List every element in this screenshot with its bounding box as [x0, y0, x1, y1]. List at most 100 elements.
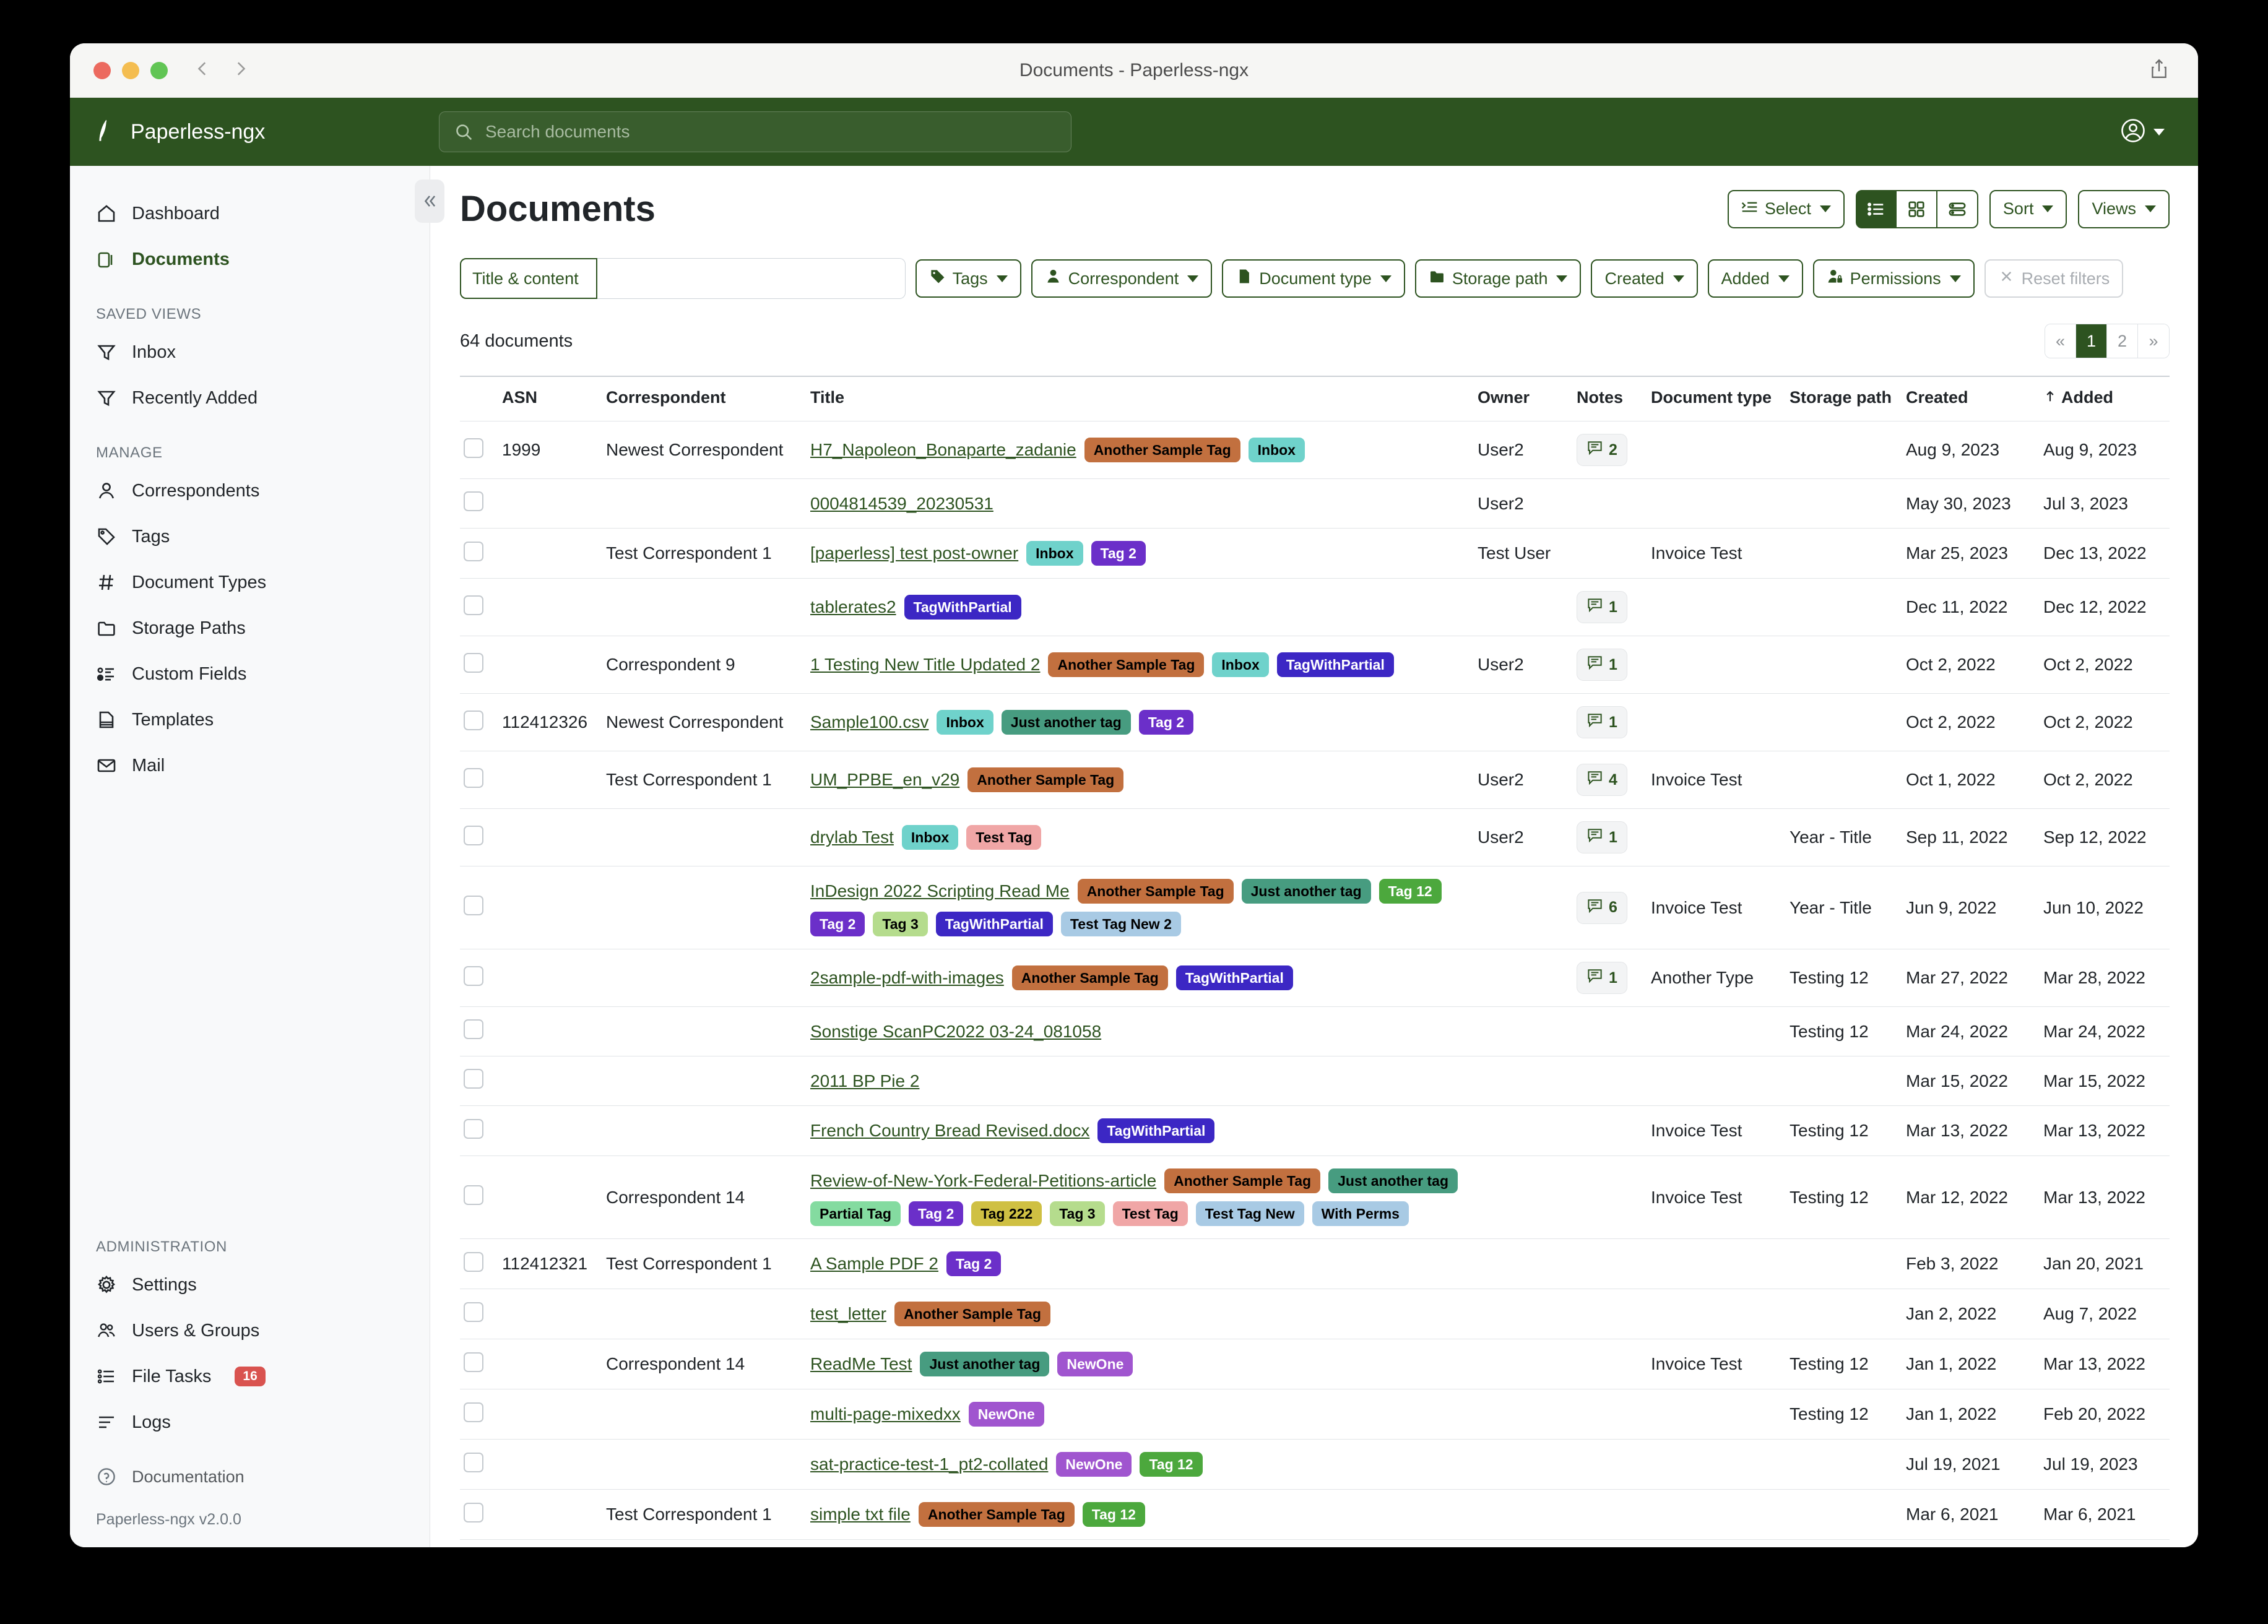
tag-chip[interactable]: Another Sample Tag — [894, 1302, 1050, 1326]
close-window-button[interactable] — [93, 61, 111, 79]
document-title-link[interactable]: [paperless] test post-owner — [810, 543, 1019, 563]
row-checkbox[interactable] — [464, 1502, 483, 1522]
tag-chip[interactable]: Just another tag — [1328, 1168, 1458, 1193]
document-title-link[interactable]: Sonstige ScanPC2022 03-24_081058 — [810, 1021, 1102, 1041]
sidebar-item-documentation[interactable]: Documentation — [70, 1454, 430, 1500]
tag-chip[interactable]: Tag 12 — [1082, 1502, 1145, 1527]
table-row[interactable]: 2sample-pdf-with-images Another Sample Ta… — [460, 949, 2170, 1007]
sort-button[interactable]: Sort — [1989, 189, 2067, 228]
document-title-link[interactable]: UM_PPBE_en_v29 — [810, 770, 960, 789]
notes-badge[interactable]: 6 — [1577, 891, 1627, 924]
column-document-type[interactable]: Document type — [1651, 388, 1772, 407]
document-title-link[interactable]: drylab Test — [810, 827, 894, 847]
sidebar-item-mail[interactable]: Mail — [70, 743, 430, 788]
notes-badge[interactable]: 1 — [1577, 821, 1627, 853]
document-title-link[interactable]: multi-page-mixedxx — [810, 1404, 961, 1423]
document-title-link[interactable]: 2sample-pdf-with-images — [810, 968, 1004, 987]
column-title[interactable]: Title — [810, 388, 845, 407]
row-checkbox[interactable] — [464, 1251, 483, 1272]
sidebar-item-dashboard[interactable]: Dashboard — [70, 191, 430, 236]
table-row[interactable]: Sonstige ScanPC2022 03-24_081058 Testing … — [460, 1006, 2170, 1056]
maximize-window-button[interactable] — [150, 61, 168, 79]
sidebar-item-users-groups[interactable]: Users & Groups — [70, 1308, 430, 1354]
tag-chip[interactable]: Tag 2 — [1091, 541, 1146, 566]
row-checkbox[interactable] — [464, 595, 483, 615]
row-checkbox[interactable] — [464, 652, 483, 673]
tag-chip[interactable]: Inbox — [1212, 652, 1269, 677]
column-created[interactable]: Created — [1906, 388, 1968, 407]
table-row[interactable]: sat-practice-test-1_pt2-collated NewOne Ta… — [460, 1439, 2170, 1490]
tag-chip[interactable]: TagWithPartial — [1276, 652, 1394, 677]
table-row[interactable]: Test Correspondent 1 [paperless] test pos… — [460, 528, 2170, 579]
pagination-last[interactable]: » — [2138, 324, 2169, 358]
tag-chip[interactable]: Tag 2 — [810, 912, 865, 936]
share-icon[interactable] — [2149, 58, 2170, 82]
table-row[interactable]: Correspondent 9 1 Testing New Title Updat… — [460, 636, 2170, 694]
table-row[interactable]: drylab Test Inbox Test Tag User2 1 Year - Tit… — [460, 808, 2170, 866]
grid-view-button[interactable] — [1896, 189, 1937, 228]
filter-created-button[interactable]: Created — [1591, 259, 1698, 298]
back-icon[interactable] — [195, 61, 211, 80]
tag-chip[interactable]: Test Tag New — [1195, 1201, 1304, 1226]
document-title-link[interactable]: 0004814539_20230531 — [810, 493, 993, 513]
row-checkbox[interactable] — [464, 1118, 483, 1139]
row-checkbox[interactable] — [464, 1402, 483, 1422]
sidebar-item-recently-added[interactable]: Recently Added — [70, 375, 430, 421]
tag-chip[interactable]: Partial Tag — [810, 1201, 901, 1226]
tag-chip[interactable]: TagWithPartial — [1097, 1118, 1215, 1143]
document-title-link[interactable]: InDesign 2022 Scripting Read Me — [810, 881, 1070, 901]
row-checkbox[interactable] — [464, 1452, 483, 1472]
sidebar-item-documents[interactable]: Documents — [70, 236, 430, 282]
row-checkbox[interactable] — [464, 825, 483, 845]
tag-chip[interactable]: Inbox — [901, 825, 959, 850]
tag-chip[interactable]: TagWithPartial — [904, 595, 1021, 620]
tag-chip[interactable]: Another Sample Tag — [967, 767, 1124, 792]
tag-chip[interactable]: Tag 12 — [1140, 1452, 1203, 1477]
search-input[interactable] — [439, 111, 1071, 152]
tag-chip[interactable]: Another Sample Tag — [1048, 652, 1205, 677]
compact-view-button[interactable] — [1937, 189, 1978, 228]
table-row[interactable]: Correspondent 14 ReadMe Test Just another … — [460, 1339, 2170, 1389]
pagination-first[interactable]: « — [2045, 324, 2076, 358]
tag-chip[interactable]: Another Sample Tag — [1164, 1168, 1321, 1193]
document-title-link[interactable]: H7_Napoleon_Bonaparte_zadanie — [810, 440, 1076, 459]
row-checkbox[interactable] — [464, 491, 483, 511]
tag-chip[interactable]: Inbox — [1248, 438, 1305, 462]
document-title-link[interactable]: Sample100.csv — [810, 712, 929, 732]
tag-chip[interactable]: NewOne — [968, 1402, 1044, 1427]
table-row[interactable]: InDesign 2022 Scripting Read Me Another S… — [460, 866, 2170, 949]
tag-chip[interactable]: Another Sample Tag — [1084, 438, 1240, 462]
sidebar-item-document-types[interactable]: Document Types — [70, 559, 430, 605]
tag-chip[interactable]: Just another tag — [1241, 879, 1371, 904]
table-row[interactable]: 0004814539_20230531 User2 May 30, 2023 Jul … — [460, 478, 2170, 529]
tag-chip[interactable]: Tag 2 — [1138, 710, 1194, 735]
row-checkbox[interactable] — [464, 1069, 483, 1089]
tag-chip[interactable]: With Perms — [1312, 1201, 1409, 1226]
row-checkbox[interactable] — [464, 1302, 483, 1322]
reset-filters-button[interactable]: Reset filters — [1984, 259, 2124, 298]
filter-correspondent-button[interactable]: Correspondent — [1031, 259, 1213, 298]
notes-badge[interactable]: 1 — [1577, 962, 1627, 994]
brand[interactable]: Paperless-ngx — [92, 118, 439, 147]
sidebar-item-custom-fields[interactable]: Custom Fields — [70, 651, 430, 697]
tag-chip[interactable]: Just another tag — [1001, 710, 1131, 735]
document-title-link[interactable]: ReadMe Test — [810, 1354, 912, 1373]
tag-chip[interactable]: Inbox — [1026, 541, 1083, 566]
notes-badge[interactable]: 1 — [1577, 591, 1627, 623]
notes-badge[interactable]: 4 — [1577, 764, 1627, 796]
tag-chip[interactable]: Tag 222 — [971, 1201, 1042, 1226]
forward-icon[interactable] — [232, 61, 248, 80]
row-checkbox[interactable] — [464, 965, 483, 986]
tag-chip[interactable]: Tag 2 — [908, 1201, 964, 1226]
document-title-link[interactable]: tablerates2 — [810, 597, 896, 616]
table-row[interactable]: 112412321 Test Correspondent 1 A Sample PD… — [460, 1238, 2170, 1289]
tag-chip[interactable]: Another Sample Tag — [1077, 879, 1234, 904]
document-title-link[interactable]: 2011 BP Pie 2 — [810, 1071, 920, 1091]
document-title-link[interactable]: simple txt file — [810, 1505, 911, 1524]
tag-chip[interactable]: TagWithPartial — [935, 912, 1053, 936]
tag-chip[interactable]: Inbox — [937, 710, 993, 735]
tag-chip[interactable]: Test Tag — [1112, 1201, 1188, 1226]
sidebar-item-templates[interactable]: Templates — [70, 697, 430, 743]
column-added[interactable]: Added — [2040, 377, 2170, 421]
sidebar-item-storage-paths[interactable]: Storage Paths — [70, 605, 430, 651]
